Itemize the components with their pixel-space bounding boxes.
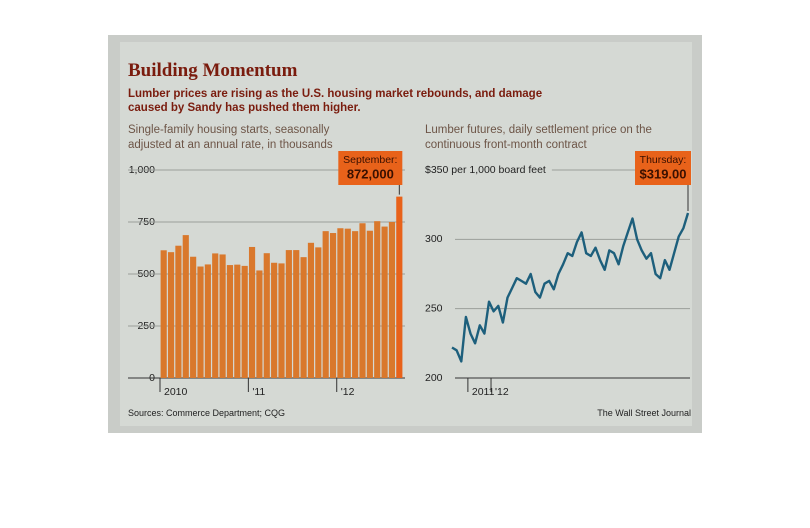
y-tick-label: $350 per 1,000 board feet xyxy=(425,164,546,176)
bar xyxy=(359,223,366,378)
bar xyxy=(182,235,189,378)
bar xyxy=(329,233,337,378)
bar xyxy=(344,228,351,378)
chart-title: Single-family housing starts, seasonally… xyxy=(128,124,333,151)
bar xyxy=(190,256,197,378)
y-tick-label: 200 xyxy=(425,372,443,384)
bar xyxy=(322,231,329,378)
bar xyxy=(197,266,204,378)
annotation-box xyxy=(635,151,691,185)
value-label: 872,000 xyxy=(347,166,394,181)
bar xyxy=(337,228,344,378)
bar xyxy=(248,246,256,378)
bar xyxy=(226,265,234,378)
bar xyxy=(204,264,211,378)
bar xyxy=(388,222,396,378)
bar xyxy=(271,262,278,378)
x-tick-label: '12 xyxy=(495,386,509,398)
bar xyxy=(219,254,226,378)
bar xyxy=(374,221,381,378)
bar xyxy=(175,245,182,378)
bar xyxy=(285,250,292,378)
sources: Sources: Commerce Department; CQG xyxy=(128,408,286,418)
y-tick-label: 300 xyxy=(425,233,443,245)
bar xyxy=(366,230,373,378)
x-tick-label: '12 xyxy=(341,386,355,398)
chart-title: Lumber futures, daily settlement price o… xyxy=(425,124,652,151)
x-tick-label: 2010 xyxy=(164,386,188,398)
subtitle: Lumber prices are rising as the U.S. hou… xyxy=(128,88,543,114)
x-tick-label: 2011 xyxy=(472,386,495,398)
bar xyxy=(381,226,388,378)
bar xyxy=(263,253,270,378)
bar xyxy=(315,247,322,378)
bar xyxy=(307,242,315,378)
bar xyxy=(293,250,300,378)
annotation-box xyxy=(338,151,403,185)
bar xyxy=(234,264,241,378)
bar xyxy=(300,257,307,378)
bar xyxy=(167,252,175,378)
bar xyxy=(160,250,167,378)
bar xyxy=(396,196,403,378)
annotation-label: September: xyxy=(343,154,397,166)
annotation-label: Thursday: xyxy=(640,154,687,166)
bar xyxy=(256,270,263,378)
bar xyxy=(212,253,219,378)
title: Building Momentum xyxy=(128,60,298,81)
bar xyxy=(241,265,248,378)
bar xyxy=(278,263,285,378)
credit: The Wall Street Journal xyxy=(597,408,691,418)
x-tick-label: '11 xyxy=(252,386,265,398)
line xyxy=(451,212,690,363)
bar xyxy=(352,231,359,378)
y-tick-label: 250 xyxy=(425,302,443,314)
value-label: $319.00 xyxy=(640,166,687,181)
